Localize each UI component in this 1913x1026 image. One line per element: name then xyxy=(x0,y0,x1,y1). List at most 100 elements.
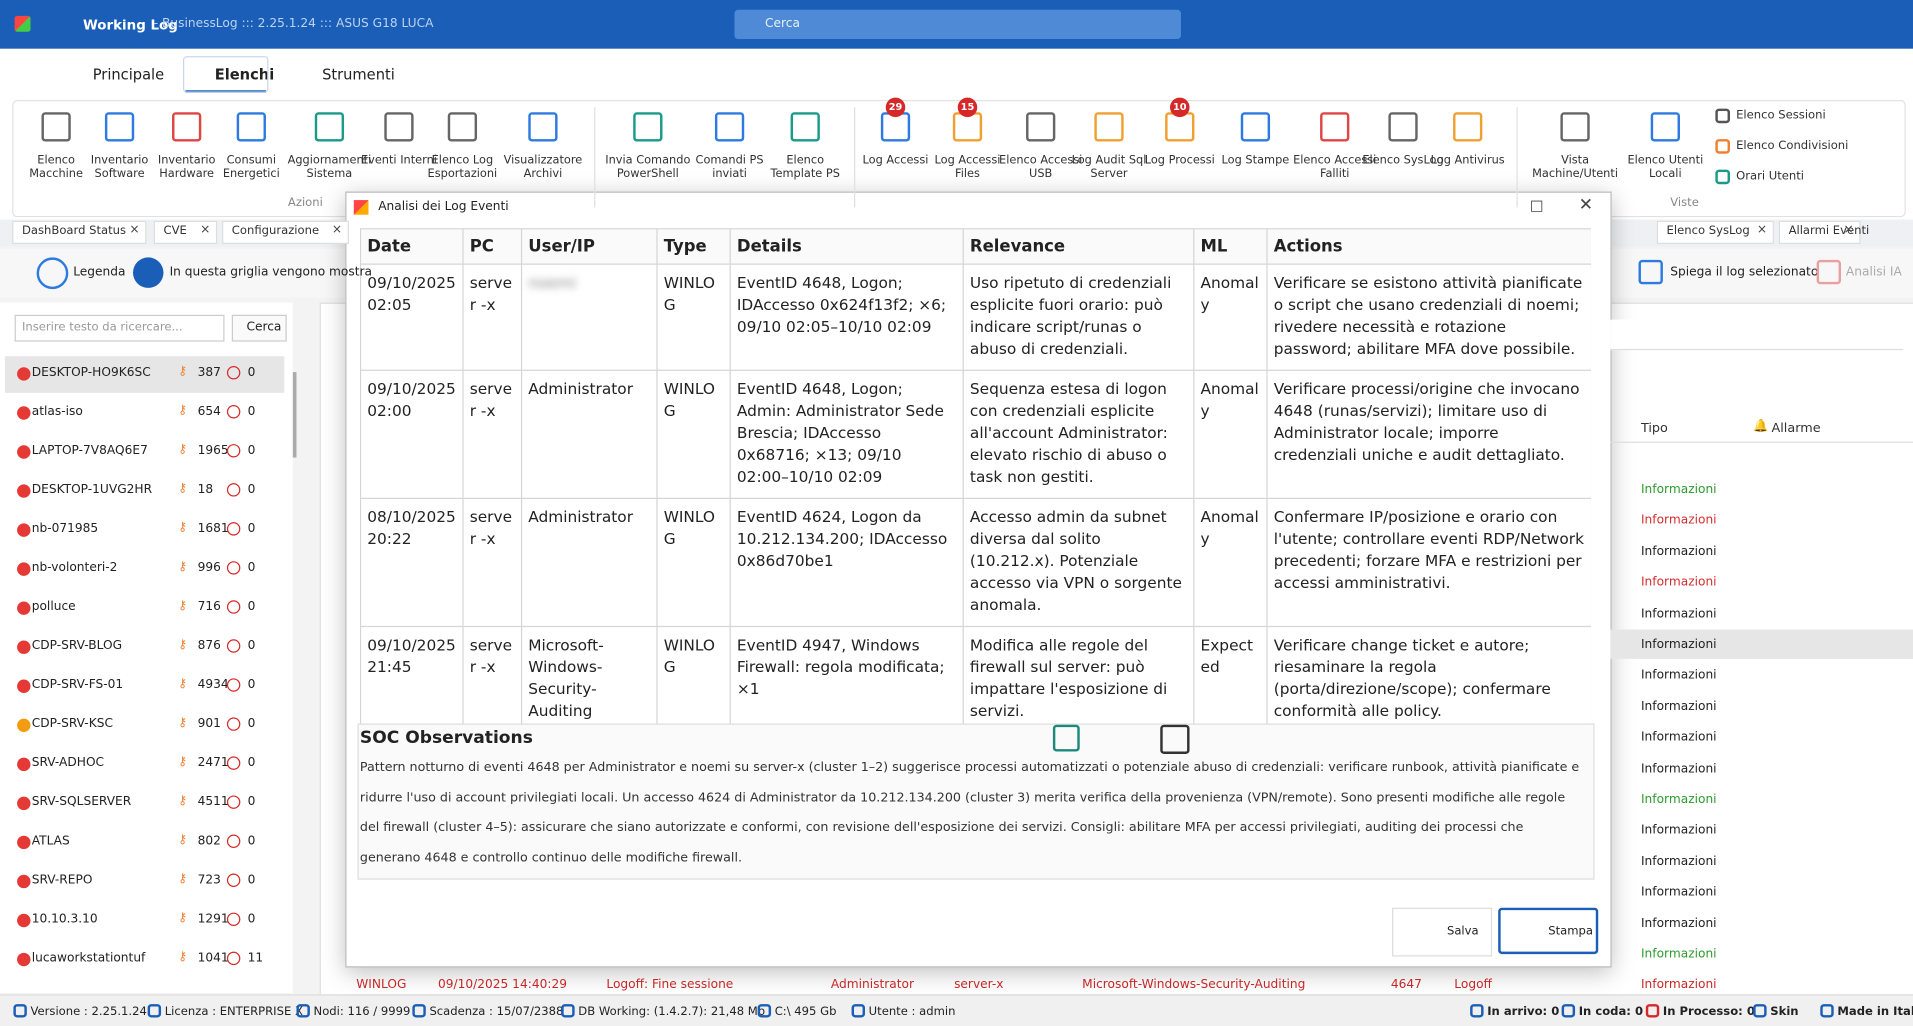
table-row[interactable]: 09/10/2025 02:05 server -x noemi WINLOG Even… xyxy=(359,263,1591,371)
status-item: C:\ 495 Gb xyxy=(774,1005,837,1019)
ribbon-button[interactable]: Elenco Log Esportazioni xyxy=(427,153,498,181)
machine-name[interactable]: SRV-SQLSERVER xyxy=(31,795,132,809)
search-box[interactable] xyxy=(734,9,1181,40)
machine-name[interactable]: CDP-SRV-BLOG xyxy=(31,639,123,653)
grid-cell-tipo: Informazioni xyxy=(1640,916,1717,931)
ribbon-button[interactable]: Comandi PS inviati xyxy=(695,153,764,181)
machine-name[interactable]: SRV-ADHOC xyxy=(31,756,105,770)
ribbon-button[interactable]: Inventario Hardware xyxy=(157,153,216,181)
doc-tab[interactable] xyxy=(12,220,147,245)
key-icon: ⚷ xyxy=(178,599,188,613)
ribbon-tab[interactable]: Elenchi xyxy=(214,65,275,83)
machine-name[interactable]: atlas-iso xyxy=(31,405,83,419)
ribbon-button[interactable]: Vista Machine/Utenti xyxy=(1532,153,1618,181)
ribbon-side-button[interactable]: Orari Utenti xyxy=(1736,169,1805,184)
key-icon: ⚷ xyxy=(178,442,188,457)
ai-button[interactable]: Analisi IA xyxy=(1845,265,1902,280)
ribbon-button[interactable]: Elenco SysLog xyxy=(1362,153,1444,168)
doc-tab-close: × xyxy=(1756,223,1768,237)
doc-tab[interactable] xyxy=(1656,220,1774,245)
alert-icon xyxy=(226,483,241,497)
machine-name[interactable]: nb-071985 xyxy=(31,522,99,536)
ribbon-button[interactable]: Log Stampe xyxy=(1221,153,1290,168)
doc-tab-label[interactable]: CVE xyxy=(163,224,187,238)
table-cell: server -x xyxy=(462,369,523,499)
ribbon-button[interactable]: Log Accessi xyxy=(862,153,929,168)
machine-dot xyxy=(17,679,31,693)
ribbon-button[interactable]: Log Antivirus xyxy=(1430,153,1505,168)
table-row[interactable]: 09/10/2025 02:00 server -x Administrator WI… xyxy=(359,369,1591,499)
ribbon-button[interactable]: Elenco Utenti Locali xyxy=(1627,153,1704,181)
grid-cell: Logoff xyxy=(1454,978,1492,992)
search-button[interactable] xyxy=(231,314,287,342)
machine-name[interactable]: DESKTOP-1UVG2HR xyxy=(31,483,153,497)
doc-tab-label[interactable]: Configurazione xyxy=(231,224,320,238)
ribbon-tab-selected xyxy=(183,56,269,93)
ribbon-button[interactable]: Elenco Accessi Falliti xyxy=(1293,153,1377,181)
ribbon-button[interactable]: Visualizzatore Archivi xyxy=(503,153,583,181)
ribbon-icon xyxy=(714,112,745,142)
table-cell: noemi xyxy=(520,263,658,371)
ribbon-button[interactable]: Log Accessi Files xyxy=(934,153,1001,181)
ribbon-button[interactable]: Eventi Interni xyxy=(360,153,437,168)
machine-name[interactable]: lucaworkstationtuf xyxy=(31,951,146,966)
table-cell: Confermare IP/posizione e orario con l'u… xyxy=(1266,497,1591,628)
app-logo xyxy=(14,15,31,32)
ribbon-button[interactable]: Invia Comando PowerShell xyxy=(605,153,691,181)
ai-icon xyxy=(1816,259,1842,285)
ribbon-button[interactable]: Log Processi xyxy=(1144,153,1215,168)
print-label[interactable]: Stampa xyxy=(1548,924,1593,939)
search-placeholder: Inserire testo da ricercare... xyxy=(21,320,183,335)
machine-name[interactable]: LAPTOP-7V8AQ6E7 xyxy=(31,444,148,458)
doc-tab-label[interactable]: Elenco SysLog xyxy=(1666,224,1750,238)
machine-name[interactable]: CDP-SRV-KSC xyxy=(31,717,113,731)
doc-tab-label[interactable]: Allarmi Eventi xyxy=(1788,224,1870,238)
machine-name[interactable]: CDP-SRV-FS-01 xyxy=(31,678,124,692)
machine-alerts: 0 xyxy=(247,483,256,497)
machine-name[interactable]: nb-volonteri-2 xyxy=(31,561,118,575)
ribbon-button[interactable]: Consumi Energetici xyxy=(222,153,280,181)
ribbon-tab[interactable]: Principale xyxy=(92,65,165,83)
alert-icon xyxy=(226,873,241,887)
alert-icon xyxy=(226,366,241,380)
grid-cell: Informazioni xyxy=(1640,978,1717,992)
legend-button[interactable]: Legenda xyxy=(73,265,126,280)
search-placeholder[interactable]: Cerca xyxy=(764,17,800,31)
doc-tab[interactable] xyxy=(1778,220,1861,245)
dialog-maximize[interactable]: □ xyxy=(1529,196,1544,214)
ribbon-button[interactable]: Elenco Macchine xyxy=(29,153,83,181)
ribbon-icon xyxy=(1026,112,1056,142)
ribbon-side-button[interactable]: Elenco Condivisioni xyxy=(1736,139,1849,153)
ribbon-button[interactable]: Aggiornamenti Sistema xyxy=(287,153,372,181)
machine-dot xyxy=(17,484,31,498)
machine-name[interactable]: 10.10.3.10 xyxy=(31,912,98,927)
ribbon-tab[interactable]: Strumenti xyxy=(322,65,395,83)
explain-button[interactable]: Spiega il log selezionato xyxy=(1670,265,1819,280)
ribbon-button[interactable]: Elenco Template PS xyxy=(770,153,840,181)
machine-name[interactable]: polluce xyxy=(31,600,76,614)
ribbon-side-button[interactable]: Elenco Sessioni xyxy=(1736,108,1826,123)
machine-count: 4934 xyxy=(197,678,229,692)
doc-tab-label[interactable]: DashBoard Status xyxy=(21,224,127,238)
dialog-close[interactable]: ✕ xyxy=(1578,195,1594,215)
ribbon-button[interactable]: Inventario Software xyxy=(90,153,149,181)
table-row[interactable]: 09/10/2025 21:45 server -x Microsoft-Windo… xyxy=(359,625,1591,724)
ribbon-group-label: Azioni xyxy=(287,196,323,210)
doc-tab-close: × xyxy=(1843,223,1854,237)
machine-name[interactable]: DESKTOP-HO9K6SC xyxy=(31,366,151,380)
grid-cell-tipo: Informazioni xyxy=(1640,823,1717,838)
ribbon-button[interactable]: Log Audit Sql Server xyxy=(1071,153,1147,181)
ribbon-button[interactable]: Elenco Accessi USB xyxy=(999,153,1083,181)
machine-name[interactable]: ATLAS xyxy=(31,834,70,848)
search-input[interactable] xyxy=(14,314,225,342)
doc-tab[interactable] xyxy=(222,220,349,245)
alert-icon xyxy=(226,444,241,458)
save-icon xyxy=(1052,724,1080,752)
machine-alerts: 0 xyxy=(247,717,256,731)
save-label[interactable]: Salva xyxy=(1446,924,1479,939)
machine-name[interactable]: SRV-REPO xyxy=(31,873,93,887)
table-row[interactable]: 08/10/2025 20:22 server -x Administrator WI… xyxy=(359,497,1591,628)
print-button[interactable] xyxy=(1498,907,1599,955)
save-button[interactable] xyxy=(1392,907,1493,957)
doc-tab[interactable] xyxy=(153,220,218,245)
